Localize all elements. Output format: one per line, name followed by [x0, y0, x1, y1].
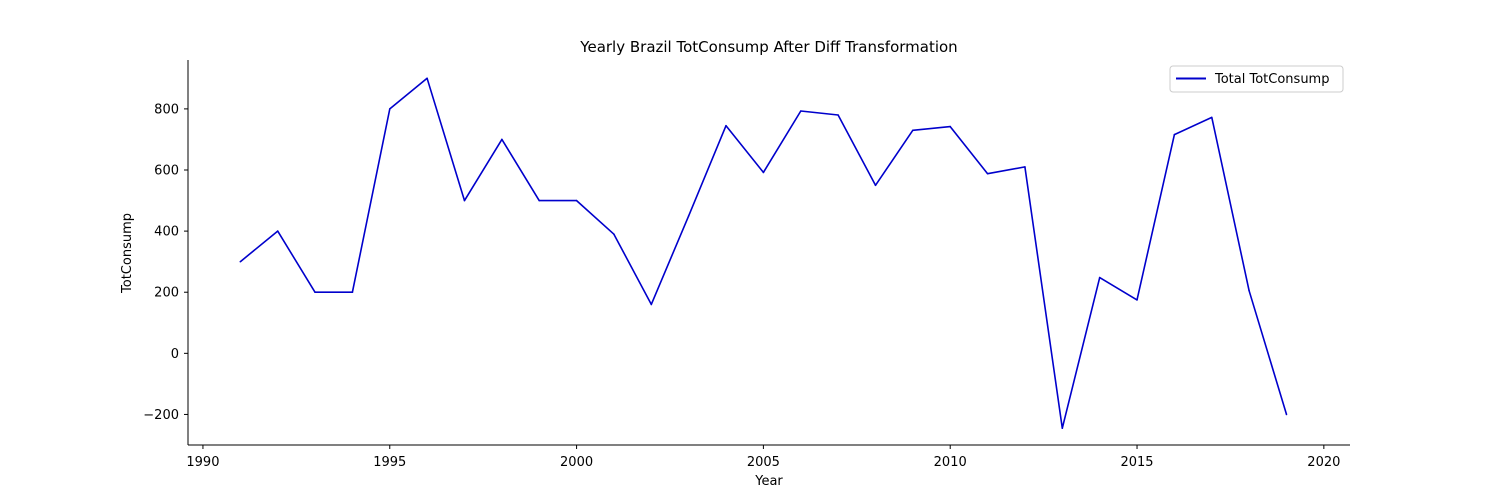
data-point [575, 199, 578, 202]
x-axis-title: Year [754, 474, 783, 489]
data-point [1136, 299, 1138, 301]
legend-box [1169, 65, 1344, 93]
chart-title: Yearly Brazil TotConsump After Diff Tran… [579, 38, 957, 56]
y-tick-label: 600 [154, 164, 179, 179]
data-point [1248, 289, 1250, 292]
data-point [351, 291, 354, 294]
data-point [1098, 276, 1101, 279]
series-line [239, 77, 1288, 430]
y-axis: −200 0 200 400 600 800 [143, 60, 189, 445]
x-tick-label: 2020 [1307, 455, 1340, 470]
data-point [1173, 133, 1176, 136]
data-point [501, 138, 503, 141]
data-point [986, 172, 989, 175]
data-point [650, 303, 653, 306]
data-point [837, 114, 839, 116]
legend-label: Total TotConsump [1214, 72, 1329, 87]
data-point [388, 108, 391, 110]
data-point [538, 199, 541, 202]
x-axis: 1990 1995 2000 2005 2010 2015 2020 [186, 444, 1350, 470]
data-point [799, 110, 802, 112]
x-tick-label: 2005 [747, 455, 780, 470]
data-point [687, 215, 690, 217]
data-point [276, 230, 279, 232]
data-point [874, 184, 877, 187]
x-tick-label: 1990 [186, 455, 219, 470]
data-point [239, 260, 242, 263]
y-tick-label: 800 [154, 102, 179, 117]
x-tick-label: 2015 [1120, 455, 1153, 470]
y-tick-label: 400 [154, 225, 179, 240]
y-tick-label: −200 [143, 408, 179, 423]
data-point [725, 124, 727, 127]
data-point [426, 77, 428, 80]
legend: Total TotConsump [1169, 65, 1344, 93]
data-point [1061, 427, 1064, 429]
x-tick-label: 2010 [934, 455, 967, 470]
series-layer [239, 77, 1288, 430]
data-point [1024, 166, 1026, 168]
y-axis-title: TotConsump [120, 213, 135, 294]
data-point [1285, 413, 1288, 416]
data-point [314, 291, 316, 294]
data-point [912, 129, 914, 132]
data-point [613, 233, 615, 235]
data-point [762, 171, 765, 174]
y-tick-label: 0 [171, 347, 179, 362]
data-point [463, 199, 466, 202]
y-tick-label: 200 [154, 286, 179, 301]
data-point [1210, 116, 1213, 119]
data-point [949, 125, 952, 128]
x-tick-label: 1995 [373, 455, 406, 470]
x-tick-label: 2000 [560, 455, 593, 470]
